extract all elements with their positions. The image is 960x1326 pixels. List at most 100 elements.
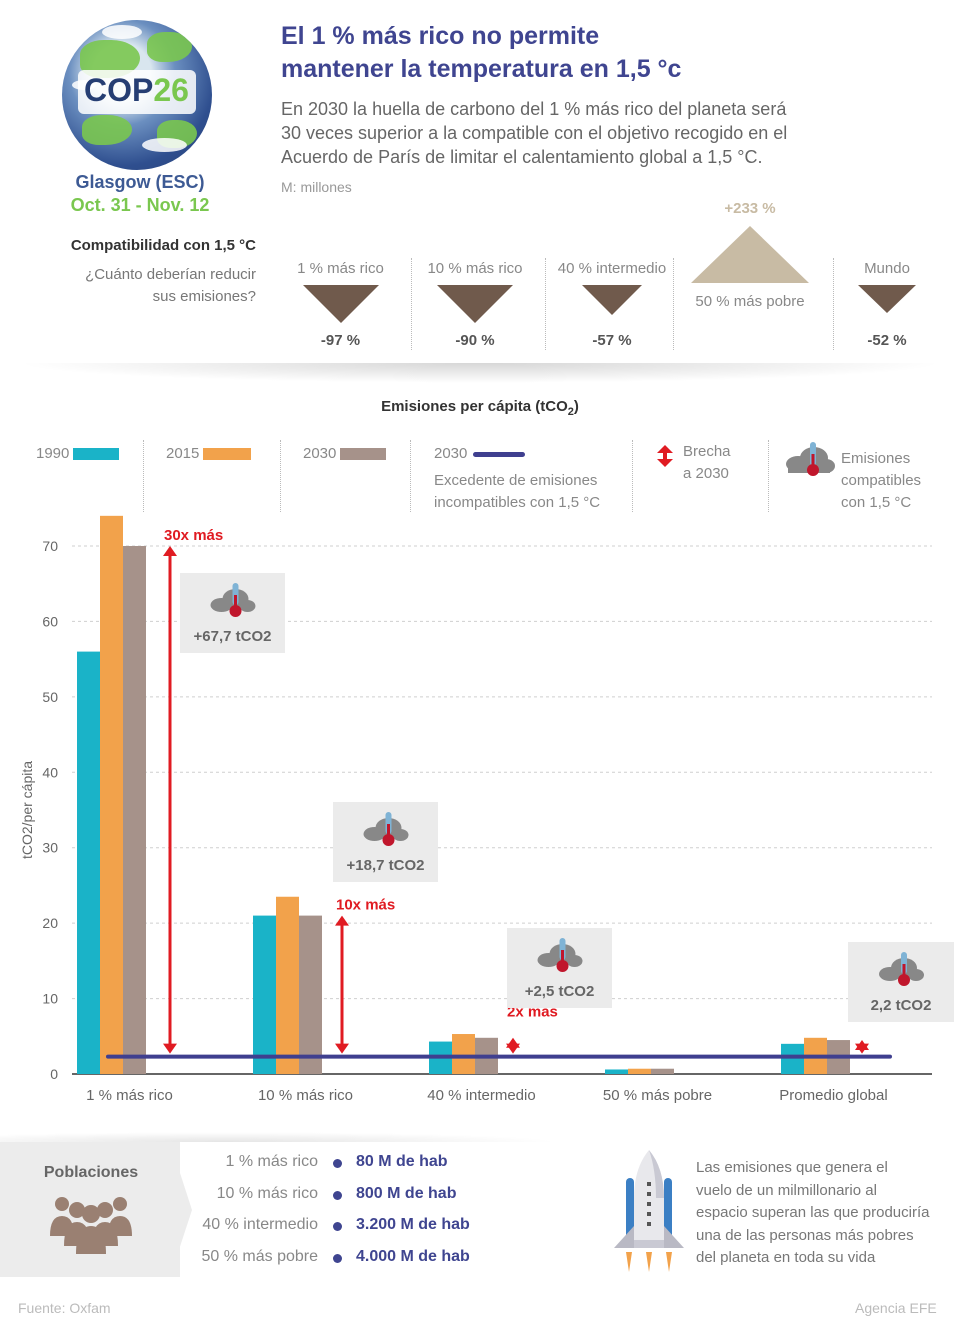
legend-swatch-2030 <box>340 448 387 461</box>
gap-arrow-global-head-down <box>855 1043 869 1054</box>
gap-arrow-richest-1-head-up <box>163 546 177 556</box>
divider <box>768 440 769 512</box>
callout-global-label: 2,2 tCO2 <box>871 997 932 1014</box>
gap-arrow-richest-10-label: 10x más <box>336 897 395 914</box>
event-city: Glasgow (ESC) <box>75 172 205 192</box>
bar-2015 <box>276 896 299 1074</box>
bar-1990 <box>253 915 276 1074</box>
population-title: Poblaciones <box>43 1164 139 1181</box>
callout-middle-40-label: +2,5 tCO2 <box>525 983 595 1000</box>
bar-1990 <box>605 1069 628 1074</box>
population-row: 50 % más pobre <box>201 1248 318 1265</box>
legend-excess-line: 2030 Excedente de emisiones incompatible… <box>434 445 601 511</box>
legend-1990: 1990 <box>36 445 120 462</box>
gap-arrow-richest-10-head-up <box>335 915 349 926</box>
event-dates: Oct. 31 - Nov. 12 <box>70 195 210 215</box>
compatibility-question: ¿Cuánto deberían reducir sus emisiones? <box>85 266 256 305</box>
bar-2015 <box>452 1034 475 1074</box>
y-tick-label: 50 <box>42 689 58 705</box>
y-tick-label: 60 <box>42 613 58 629</box>
population-bullet <box>333 1254 342 1263</box>
agency-credit: Agencia EFE <box>855 1300 937 1316</box>
population-bullet <box>333 1191 342 1200</box>
page-subtitle: En 2030 la huella de carbono del 1 % más… <box>281 99 788 167</box>
divider <box>632 440 633 512</box>
source-credit: Fuente: Oxfam <box>18 1300 111 1316</box>
population-row: 10 % más rico <box>216 1185 318 1202</box>
y-axis-label: tCO2/per cápita <box>19 761 35 859</box>
legend-compatible: Emisiones compatibles con 1,5 °C <box>784 440 921 514</box>
legend-2030: 2030 <box>303 445 387 462</box>
population-value: 4.000 M de hab <box>356 1248 470 1265</box>
reduction-richest-1: 1 % más rico -97 % <box>297 260 384 349</box>
gap-arrow-richest-1-label: 30x más <box>164 527 223 544</box>
section-shadow <box>15 363 945 383</box>
population-shadow <box>0 1132 560 1142</box>
reduction-poorest-50-value: +233 % <box>724 200 776 217</box>
x-tick-label: Promedio global <box>779 1087 887 1104</box>
cop26-wordmark: COP26 <box>84 72 189 108</box>
x-tick-label: 50 % más pobre <box>603 1087 712 1104</box>
population-bullet <box>333 1222 342 1231</box>
divider <box>673 258 674 350</box>
x-tick-label: 10 % más rico <box>258 1087 353 1104</box>
population-row: 40 % intermedio <box>202 1216 318 1233</box>
bar-2015 <box>628 1068 651 1074</box>
x-tick-label: 1 % más rico <box>86 1087 173 1104</box>
bars <box>77 515 850 1074</box>
logo-plate <box>78 70 196 114</box>
reduction-middle-40: 40 % intermedio -57 % <box>557 260 667 349</box>
emissions-bar-chart: 0 10 20 30 40 50 60 70 1 % más rico 10 % más ric… <box>19 515 954 1104</box>
bar-2030 <box>123 546 146 1074</box>
gap-arrow-richest-1-head-down <box>163 1043 177 1054</box>
page-title: El 1 % más rico no permite mantener la t… <box>281 22 682 83</box>
x-axis-labels: 1 % más rico 10 % más rico 40 % intermedio… <box>86 1087 888 1104</box>
reduction-poorest-50: 50 % más pobre <box>685 226 815 326</box>
y-tick-label: 0 <box>50 1066 58 1082</box>
excess-callouts: +67,7 tCO2 +18,7 tCO2 +2,5 tCO2 2,2 tCO2 <box>180 573 954 1022</box>
legend-gap: Brecha a 2030 <box>655 441 731 485</box>
divider <box>411 258 412 350</box>
divider <box>280 440 281 512</box>
compatibility-title: Compatibilidad con 1,5 °C <box>70 237 256 254</box>
reduction-richest-10: 10 % más rico -90 % <box>427 260 523 349</box>
rocket-note: Las emisiones que genera el vuelo de un … <box>696 1159 930 1266</box>
cloud-thermometer-icon <box>537 938 583 972</box>
y-tick-label: 30 <box>42 840 58 856</box>
bar-2030 <box>651 1068 674 1074</box>
callout-richest-1-label: +67,7 tCO2 <box>194 628 272 645</box>
bar-2030 <box>299 915 322 1074</box>
gap-arrow-icon <box>657 445 673 467</box>
down-triangle-icon <box>582 285 642 315</box>
cloud-thermometer-icon <box>210 583 256 617</box>
cloud-thermometer-icon <box>879 952 924 986</box>
population-panel-arrow <box>170 1142 192 1277</box>
y-tick-label: 70 <box>42 538 58 554</box>
bar-1990 <box>77 651 100 1074</box>
population-value: 800 M de hab <box>356 1185 457 1202</box>
population-row: 1 % más rico <box>225 1153 318 1170</box>
legend-swatch-1990 <box>73 448 120 461</box>
reduction-world: Mundo -52 % <box>842 250 932 350</box>
callout-richest-10-label: +18,7 tCO2 <box>347 857 425 874</box>
population-value: 3.200 M de hab <box>356 1216 470 1233</box>
bar-2015 <box>100 515 123 1074</box>
legend-swatch-2015 <box>203 448 252 461</box>
gap-arrow-middle-40-head-down <box>506 1043 520 1054</box>
down-triangle-icon <box>302 285 379 323</box>
legend-2015: 2015 <box>166 445 252 462</box>
x-tick-label: 40 % intermedio <box>427 1087 535 1104</box>
people-group-icon <box>50 1197 132 1254</box>
up-triangle-icon <box>691 226 809 283</box>
legend-line-swatch <box>473 451 526 457</box>
y-tick-label: 10 <box>42 991 58 1007</box>
population-bullet <box>333 1159 342 1168</box>
divider <box>143 440 144 512</box>
cloud-thermometer-icon <box>363 812 409 846</box>
y-tick-label: 40 <box>42 764 58 780</box>
bar-1990 <box>781 1043 804 1074</box>
cloud-thermometer-icon <box>786 442 835 476</box>
divider <box>833 258 834 350</box>
units-note: M: millones <box>281 179 352 195</box>
down-triangle-icon <box>437 285 513 323</box>
